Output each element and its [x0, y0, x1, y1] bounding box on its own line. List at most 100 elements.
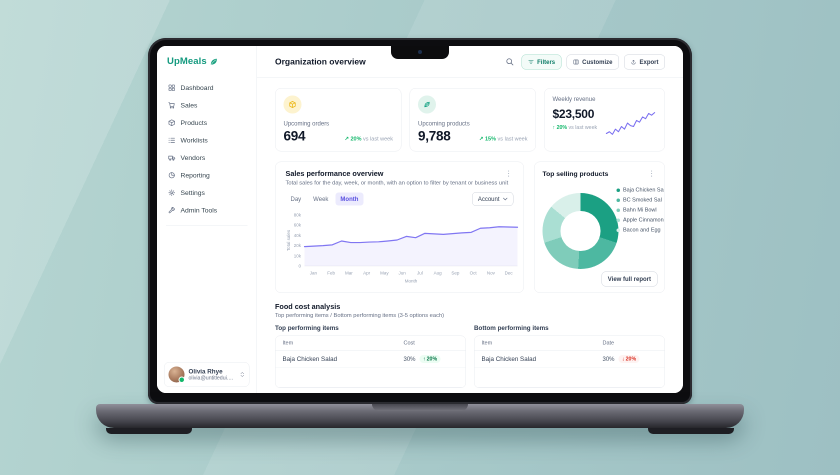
laptop-notch [391, 46, 449, 59]
user-email: olivia@untitledui.com [188, 375, 236, 381]
avatar [168, 366, 185, 383]
food-cost-section: Food cost analysis Top performing items … [275, 303, 665, 388]
arrow-up-icon: ↑ [423, 356, 426, 362]
filter-lines-icon [528, 59, 534, 64]
export-label: Export [639, 58, 659, 66]
grid-icon [168, 84, 175, 91]
account-dropdown-label: Account [477, 195, 500, 203]
stat-card-upcoming-orders: Upcoming orders 694 ↗ 20% vs last week [275, 88, 402, 152]
sidebar-item-vendors[interactable]: Vendors [164, 150, 250, 166]
stat-label: Upcoming products [418, 120, 470, 127]
sidebar-item-admin-tools[interactable]: Admin Tools [164, 203, 250, 219]
arrow-down-icon: ↓ [622, 356, 625, 362]
tab-week[interactable]: Week [313, 195, 329, 203]
panel-subtitle: Total sales for the day, week, or month,… [285, 180, 509, 186]
stat-value: 9,788 [418, 128, 451, 144]
legend-label: BC Smoked Sal [623, 197, 662, 203]
top-performing-table: Top performing items Item Cost Baja Chic… [275, 325, 466, 388]
filters-label: Filters [537, 58, 556, 66]
legend-dot [616, 198, 620, 202]
chevron-selector-icon[interactable] [239, 372, 245, 378]
search-icon [506, 58, 514, 66]
user-name: Olivia Rhye [188, 368, 223, 375]
section-subtitle: Top performing items / Bottom performing… [275, 312, 445, 319]
column-header-item: Item [481, 340, 493, 346]
svg-text:60k: 60k [294, 223, 302, 228]
export-button[interactable]: Export [623, 54, 665, 70]
svg-text:Jul: Jul [417, 271, 423, 276]
view-full-report-button[interactable]: View full report [601, 271, 658, 287]
laptop-screen: UpMeals Dashboard Sales [157, 46, 683, 393]
svg-text:40k: 40k [294, 233, 302, 238]
customize-button[interactable]: Customize [566, 54, 619, 70]
more-options-icon[interactable]: ⋮ [505, 169, 513, 178]
legend-dot [616, 208, 620, 212]
more-options-icon[interactable]: ⋮ [648, 169, 656, 178]
legend-dot [616, 188, 620, 192]
search-button[interactable] [503, 55, 517, 69]
svg-text:0: 0 [298, 264, 301, 269]
svg-text:Apr: Apr [363, 271, 371, 276]
sidebar-item-label: Sales [180, 101, 198, 110]
brand-name: UpMeals [167, 56, 207, 67]
svg-text:10k: 10k [294, 253, 302, 258]
trend-compare: vs last week [568, 124, 598, 131]
panel-title: Sales performance overview [285, 170, 384, 178]
tab-month[interactable]: Month [335, 192, 364, 206]
svg-text:Aug: Aug [434, 271, 443, 276]
main-area: Organization overview Filters [257, 46, 683, 393]
stat-trend: ↗ 15% vs last week [479, 136, 528, 145]
table-row [275, 368, 466, 388]
table-row: Baja Chicken Salad 30% ↓ 20% [474, 351, 665, 368]
svg-text:May: May [380, 271, 389, 276]
webcam-icon [418, 50, 422, 54]
legend-dot [616, 228, 620, 232]
stat-card-weekly-revenue: Weekly revenue $23,500 ↑ 20% vs last wee… [544, 88, 665, 152]
sidebar-item-settings[interactable]: Settings [164, 185, 250, 201]
svg-text:Oct: Oct [470, 271, 478, 276]
page-title: Organization overview [275, 56, 366, 67]
svg-text:Sep: Sep [451, 271, 460, 276]
legend-label: Bahn Mi Bowl [623, 207, 657, 213]
stat-card-upcoming-products: Upcoming products 9,788 ↗ 15% vs last we… [409, 88, 536, 152]
tools-icon [168, 207, 175, 214]
stat-trend: ↗ 20% vs last week [344, 136, 393, 145]
sidebar-item-reporting[interactable]: Reporting [164, 168, 250, 184]
user-meta: Olivia Rhye olivia@untitledui.com [189, 368, 236, 381]
legend-item: Apple Cinnamon [616, 217, 665, 223]
sidebar-item-label: Settings [180, 189, 205, 197]
cell-value: 30% [403, 355, 416, 363]
stat-label: Upcoming orders [283, 120, 330, 127]
sidebar-item-worklists[interactable]: Worklists [164, 133, 250, 149]
stat-value: 694 [283, 128, 306, 144]
legend-item: Bacon and Egg [616, 227, 665, 233]
svg-text:Nov: Nov [487, 271, 496, 276]
leaf-icon [418, 95, 436, 114]
laptop-foot [648, 428, 734, 434]
svg-text:Total sales: Total sales [286, 229, 291, 251]
cell-item: Baja Chicken Salad [282, 355, 338, 363]
table-heading: Bottom performing items [474, 324, 549, 332]
legend-label: Bacon and Egg [623, 227, 661, 233]
panel-title: Top selling products [542, 170, 609, 178]
trend-up-icon: ↗ [478, 136, 484, 142]
sidebar-item-dashboard[interactable]: Dashboard [164, 80, 250, 96]
tab-day[interactable]: Day [290, 195, 302, 203]
online-status-dot [178, 376, 185, 383]
column-header-date: Date [602, 340, 615, 346]
sidebar-item-products[interactable]: Products [164, 115, 250, 131]
svg-text:Jun: Jun [398, 271, 406, 276]
svg-text:20k: 20k [294, 243, 302, 248]
svg-text:Month: Month [405, 279, 418, 284]
filters-button[interactable]: Filters [521, 54, 562, 70]
svg-text:80k: 80k [294, 213, 302, 218]
sidebar-item-sales[interactable]: Sales [164, 98, 250, 114]
table-header-row: Item Cost [275, 336, 466, 351]
export-icon [631, 59, 636, 65]
user-card[interactable]: Olivia Rhye olivia@untitledui.com [164, 362, 250, 387]
laptop-lid-scoop [372, 404, 468, 411]
table-row [474, 368, 665, 388]
stat-label: Weekly revenue [552, 95, 596, 103]
account-dropdown[interactable]: Account [471, 192, 514, 206]
truck-icon [168, 155, 176, 161]
